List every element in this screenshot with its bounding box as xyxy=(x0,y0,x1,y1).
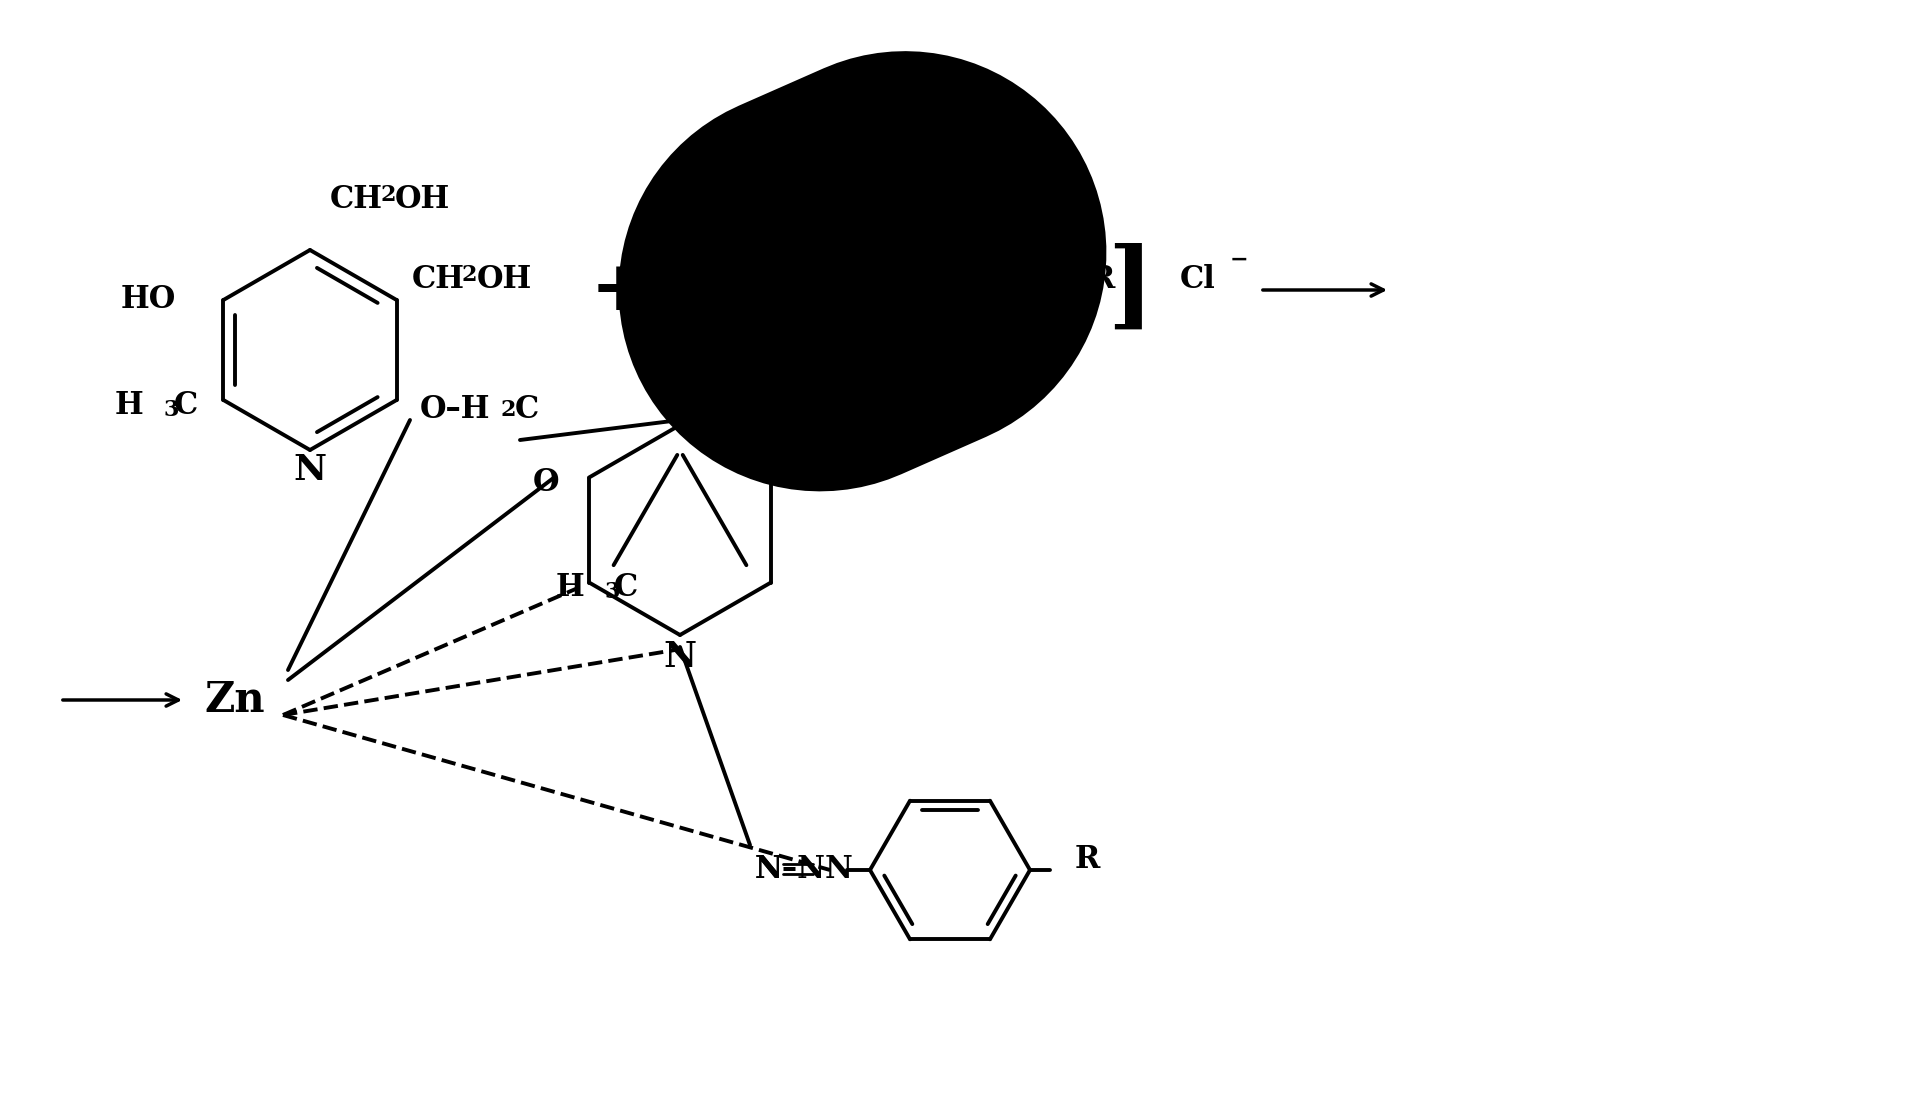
Text: N: N xyxy=(293,453,327,487)
Text: ]: ] xyxy=(1108,243,1154,337)
Text: N: N xyxy=(786,260,813,291)
Text: HO: HO xyxy=(121,284,176,315)
Text: +: + xyxy=(591,256,649,323)
Text: N–N: N–N xyxy=(756,855,826,886)
Text: O–H: O–H xyxy=(419,394,490,425)
Text: N: N xyxy=(825,855,853,886)
Text: C: C xyxy=(614,572,639,603)
Text: CH: CH xyxy=(331,184,383,215)
Text: N: N xyxy=(706,260,735,291)
Text: N: N xyxy=(756,855,782,886)
Text: OH: OH xyxy=(394,184,450,215)
Text: R: R xyxy=(1075,845,1100,876)
Text: 2: 2 xyxy=(499,398,515,421)
Text: Cl: Cl xyxy=(1180,264,1217,295)
Text: N: N xyxy=(664,640,696,674)
Text: H: H xyxy=(555,572,583,603)
Text: O: O xyxy=(532,467,559,498)
Text: −: − xyxy=(1230,249,1249,271)
Text: R: R xyxy=(1090,264,1115,295)
Text: [: [ xyxy=(656,243,702,337)
Text: OH: OH xyxy=(476,264,532,295)
Text: OH: OH xyxy=(851,442,907,473)
Text: 2: 2 xyxy=(836,442,851,464)
Text: +: + xyxy=(815,244,834,266)
Text: 3: 3 xyxy=(605,582,620,604)
Text: C: C xyxy=(515,394,539,425)
Text: 3: 3 xyxy=(163,398,178,421)
Text: CH: CH xyxy=(786,442,840,473)
Text: 2: 2 xyxy=(461,264,476,286)
Text: CH: CH xyxy=(411,264,465,295)
Text: Zn: Zn xyxy=(205,679,266,722)
Text: H: H xyxy=(115,390,143,421)
Text: 2: 2 xyxy=(381,184,396,206)
Text: C: C xyxy=(174,390,197,421)
